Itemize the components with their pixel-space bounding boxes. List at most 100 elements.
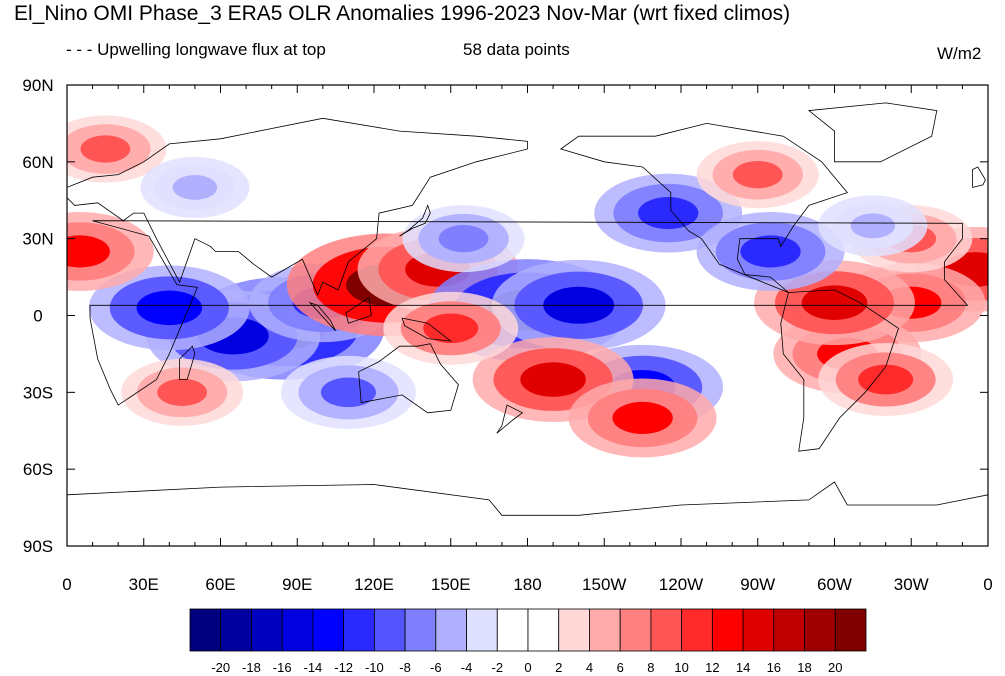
lat-tick-label: 30N xyxy=(22,230,53,249)
colorbar-swatch xyxy=(804,608,836,652)
colorbar-label: 20 xyxy=(828,660,842,675)
anomaly-core xyxy=(858,364,914,395)
colorbar-label: 18 xyxy=(797,660,811,675)
colorbar-label: 14 xyxy=(736,660,750,675)
colorbar-label: -16 xyxy=(273,660,292,675)
colorbar-label: -10 xyxy=(365,660,384,675)
anomaly-core xyxy=(612,401,673,435)
anomaly-core xyxy=(157,378,207,406)
colorbar-swatch xyxy=(711,608,744,652)
colorbar-swatch xyxy=(466,608,498,652)
colorbar-swatch xyxy=(435,608,467,652)
coastline xyxy=(972,166,986,188)
anomaly-core xyxy=(80,135,131,163)
lon-tick-label: 0 xyxy=(62,575,71,594)
anomaly-core xyxy=(438,225,489,253)
lon-tick-label: 150E xyxy=(431,575,471,594)
colorbar-swatch xyxy=(527,608,560,652)
lat-tick-label: 90N xyxy=(22,76,53,95)
colorbar-swatch xyxy=(189,608,222,652)
coastline xyxy=(179,345,196,380)
coastline xyxy=(496,404,524,434)
lon-tick-label: 0 xyxy=(983,575,992,594)
coastline xyxy=(67,117,528,297)
lon-tick-label: 180 xyxy=(513,575,541,594)
anomaly-core xyxy=(732,160,783,189)
longitude-labels: 0 30E 60E 90E 120E 150E 180 150W 120W 90W 60W 30W 0 xyxy=(62,575,992,594)
colorbar-label: 12 xyxy=(705,660,719,675)
anomaly-core xyxy=(638,196,699,230)
colorbar-label: 8 xyxy=(647,660,654,675)
lon-tick-label: 60E xyxy=(205,575,235,594)
colorbar-swatch xyxy=(496,608,529,652)
colorbar-label: -2 xyxy=(491,660,503,675)
anomaly-core xyxy=(850,213,896,239)
colorbar-swatch xyxy=(558,608,590,652)
lat-tick-label: 90S xyxy=(23,537,53,556)
colorbar-label: 16 xyxy=(767,660,781,675)
anomaly-core xyxy=(740,235,801,268)
lon-tick-label: 120E xyxy=(354,575,394,594)
anomaly-core xyxy=(423,313,479,344)
lon-tick-label: 120W xyxy=(659,575,703,594)
lon-tick-label: 30E xyxy=(129,575,159,594)
anomaly-core xyxy=(136,290,203,326)
lat-tick-label: 30S xyxy=(23,383,53,402)
colorbar-swatch xyxy=(220,608,252,652)
units-label: W/m2 xyxy=(937,44,982,63)
anomaly-core xyxy=(801,285,868,320)
colorbar-swatch xyxy=(742,608,775,652)
colorbar-label: -4 xyxy=(461,660,473,675)
colorbar-label: -20 xyxy=(211,660,230,675)
colorbar-label: -8 xyxy=(399,660,411,675)
coastline xyxy=(807,102,938,163)
coastlines xyxy=(67,102,988,546)
colorbar-label: 6 xyxy=(617,660,624,675)
coastline xyxy=(345,296,372,324)
colorbar-swatch xyxy=(251,608,283,652)
colorbar-swatch xyxy=(281,608,314,652)
lon-tick-label: 90E xyxy=(282,575,312,594)
colorbar-swatch xyxy=(773,608,805,652)
colorbar: -20 -18 -16 -14 -12 -10 -8 -6 -4 -2 0 2 4 6 8 10 12 14 16 1… xyxy=(189,608,867,675)
lon-tick-label: 90W xyxy=(740,575,775,594)
colorbar-label: -6 xyxy=(430,660,442,675)
colorbar-swatch xyxy=(589,608,621,652)
colorbar-swatch xyxy=(834,608,867,652)
colorbar-label: 2 xyxy=(555,660,562,675)
map-subtitle: - - - Upwelling longwave flux at top xyxy=(66,40,326,59)
coastline xyxy=(401,317,453,342)
coastline xyxy=(308,301,336,332)
anomaly-core xyxy=(520,362,586,397)
coastline xyxy=(780,289,899,452)
colorbar-label: 10 xyxy=(674,660,688,675)
anomaly-field xyxy=(67,115,988,458)
lon-tick-label: 60W xyxy=(817,575,852,594)
colorbar-swatch xyxy=(619,608,652,652)
colorbar-swatch xyxy=(343,608,375,652)
latitude-labels: 90N 60N 30N 0 30S 60S 90S xyxy=(22,76,53,556)
coastline xyxy=(358,343,459,414)
data-points-label: 58 data points xyxy=(463,40,570,59)
lat-tick-label: 0 xyxy=(33,307,42,326)
coastline xyxy=(559,122,848,293)
lon-tick-label: 30W xyxy=(894,575,929,594)
colorbar-swatch xyxy=(312,608,345,652)
anomaly-core xyxy=(67,235,110,268)
colorbar-swatch xyxy=(373,608,406,652)
colorbar-label: 4 xyxy=(586,660,593,675)
colorbar-label: 0 xyxy=(524,660,531,675)
anomaly-core xyxy=(320,377,376,408)
axis-ticks xyxy=(66,84,989,547)
anomaly-core xyxy=(172,175,218,200)
colorbar-swatch xyxy=(404,608,437,652)
coastline xyxy=(399,204,431,237)
lon-tick-label: 150W xyxy=(582,575,626,594)
coastline xyxy=(89,220,969,406)
map-title: El_Nino OMI Phase_3 ERA5 OLR Anomalies 1… xyxy=(14,2,791,25)
colorbar-label: -14 xyxy=(304,660,323,675)
colorbar-label: -18 xyxy=(242,660,261,675)
colorbar-swatch xyxy=(650,608,683,652)
colorbar-label: -12 xyxy=(334,660,353,675)
